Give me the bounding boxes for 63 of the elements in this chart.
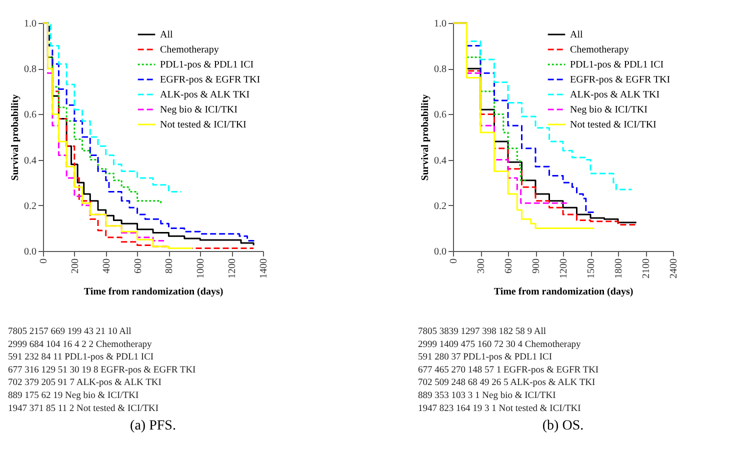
legend-label: ALK-pos & ALK TKI xyxy=(160,90,250,100)
text: 7805 3839 1297 398 182 58 9 All xyxy=(418,327,546,337)
legend-label: Not tested & ICI/TKI xyxy=(570,120,656,130)
x-tick-label: 1500 xyxy=(586,258,597,278)
legend-label: Neg bio & ICI/TKI xyxy=(570,104,648,116)
legend-label: EGFR-pos & EGFR TKI xyxy=(160,74,260,86)
y-tick-label: 0.4 xyxy=(434,155,446,166)
x-tick-label: 600 xyxy=(504,258,514,274)
x-tick-label: 2400 xyxy=(668,258,680,278)
y-tick-label: 0.6 xyxy=(434,110,446,121)
y-tick-label: 1.0 xyxy=(24,18,36,30)
legend-label: ALK-pos & ALK TKI xyxy=(570,90,660,100)
legend-label: Chemotherapy xyxy=(160,44,219,56)
x-tick-label: 1400 xyxy=(258,258,270,278)
y-tick-label: 0.4 xyxy=(24,155,36,166)
x-tick-label: 0 xyxy=(448,258,460,264)
y-tick-label: 0.0 xyxy=(434,246,446,258)
legend-label: PDL1-pos & PDL1 ICI xyxy=(160,60,254,70)
x-tick-label: 300 xyxy=(476,258,487,274)
x-tick-label: 400 xyxy=(101,258,112,274)
x-tick-label: 2100 xyxy=(641,258,652,278)
text: 677 316 129 51 30 19 8 EGFR-pos & EGFR TKI xyxy=(8,365,196,376)
x-tick-label: 1800 xyxy=(614,258,624,278)
text: 2999 684 104 16 4 2 2 Chemotherapy xyxy=(8,340,152,350)
text: 1947 823 164 19 3 1 Not tested & ICI/TKI xyxy=(418,404,581,414)
y-tick-label: 0.2 xyxy=(24,200,36,212)
x-tick-label: 1200 xyxy=(227,258,238,278)
legend-label: EGFR-pos & EGFR TKI xyxy=(570,74,670,86)
text: 7805 2157 669 199 43 21 10 All xyxy=(8,327,132,337)
y-tick-label: 0.6 xyxy=(24,110,36,121)
y-axis-title: Survival probability xyxy=(10,94,21,181)
legend-label: All xyxy=(570,30,583,40)
x-tick-label: 1000 xyxy=(196,258,207,278)
x-tick-label: 900 xyxy=(531,258,542,274)
text: 889 175 62 19 Neg bio & ICI/TKI xyxy=(8,391,139,401)
text: 1947 371 85 11 2 Not tested & ICI/TKI xyxy=(8,404,159,414)
y-tick-label: 0.0 xyxy=(24,246,36,258)
x-axis-title: Time from randomization (days) xyxy=(84,286,224,298)
text: 702 379 205 91 7 ALK-pos & ALK TKI xyxy=(8,378,162,388)
x-tick-label: 1200 xyxy=(558,258,570,278)
text: 702 509 248 68 49 26 5 ALK-pos & ALK TKI xyxy=(418,378,596,388)
x-axis-title: Time from randomization (days) xyxy=(494,286,634,298)
legend-label: Neg bio & ICI/TKI xyxy=(160,104,238,116)
x-tick-label: 800 xyxy=(164,258,176,274)
x-tick-label: 200 xyxy=(70,258,81,274)
legend-label: Chemotherapy xyxy=(570,44,629,56)
legend-label: PDL1-pos & PDL1 ICI xyxy=(570,60,664,70)
y-tick-label: 1.0 xyxy=(434,18,446,30)
y-tick-label: 0.8 xyxy=(24,64,36,76)
text: 591 232 84 11 PDL1-pos & PDL1 ICI xyxy=(8,352,154,363)
text: 2999 1409 475 160 72 30 4 Chemotherapy xyxy=(418,340,582,350)
x-tick-label: 0 xyxy=(38,258,50,264)
legend-label: Not tested & ICI/TKI xyxy=(160,120,246,130)
y-tick-label: 0.8 xyxy=(434,64,446,76)
legend-label: All xyxy=(160,30,173,40)
x-tick-label: 600 xyxy=(132,258,144,274)
text: (b) OS. xyxy=(542,418,584,434)
text: 889 353 103 3 1 Neg bio & ICI/TKI xyxy=(418,391,556,401)
y-tick-label: 0.2 xyxy=(434,200,446,212)
text: 677 465 270 148 57 1 EGFR-pos & EGFR TKI xyxy=(418,365,599,376)
text: 591 280 37 PDL1-pos & PDL1 ICI xyxy=(418,352,552,363)
y-axis-title: Survival probability xyxy=(420,94,431,181)
text: (a) PFS. xyxy=(130,418,176,434)
